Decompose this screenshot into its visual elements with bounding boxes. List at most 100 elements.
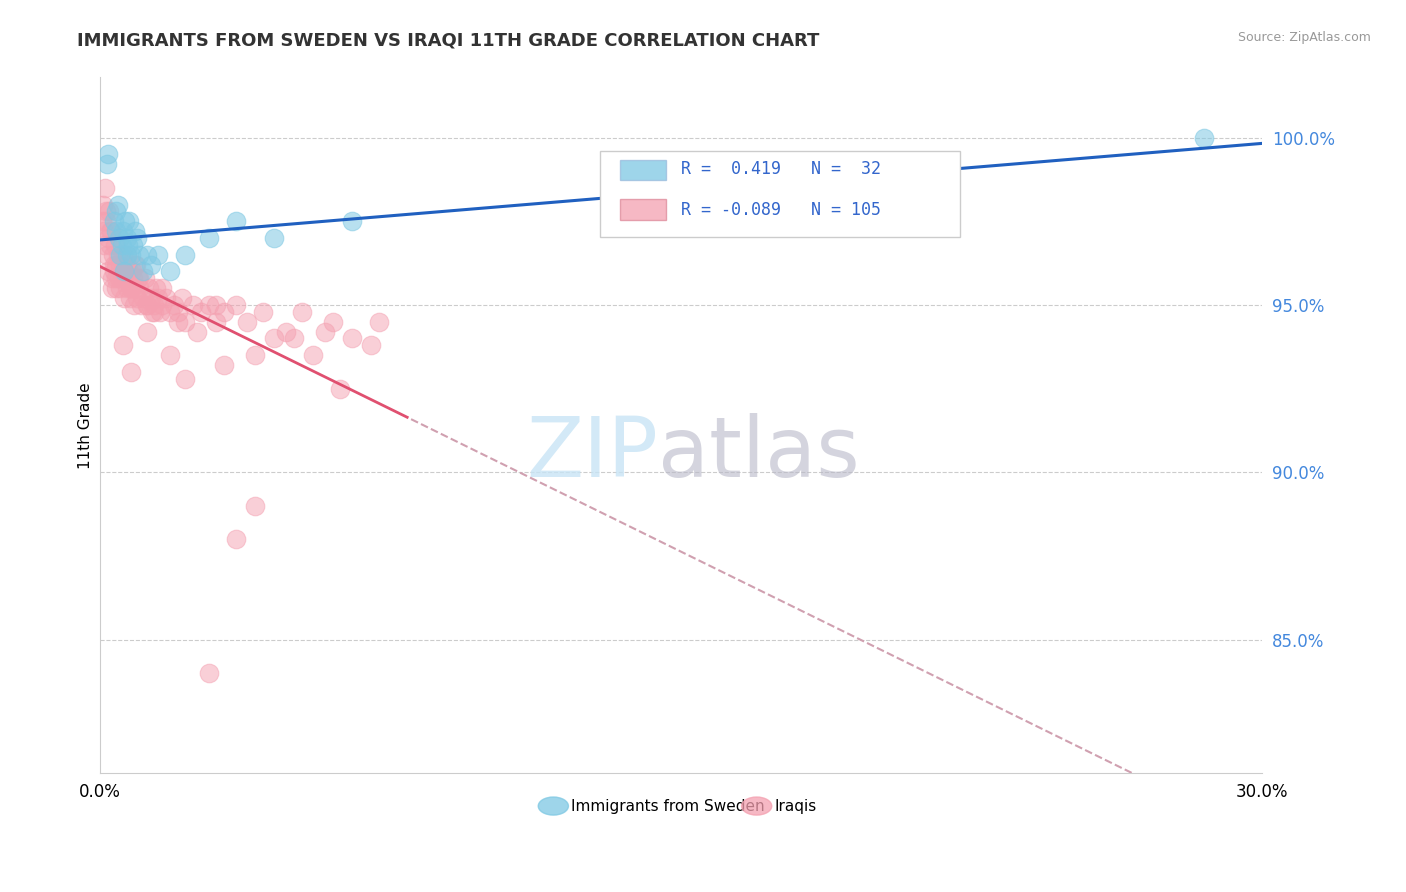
Text: Immigrants from Sweden: Immigrants from Sweden bbox=[571, 798, 765, 814]
Point bbox=[360, 338, 382, 352]
Point bbox=[143, 298, 166, 312]
Point bbox=[103, 258, 125, 272]
Point bbox=[108, 258, 131, 272]
Circle shape bbox=[741, 797, 772, 815]
Point bbox=[243, 499, 266, 513]
Point bbox=[105, 224, 128, 238]
Point bbox=[225, 532, 247, 546]
Point bbox=[114, 271, 136, 285]
Point bbox=[368, 315, 391, 329]
Point bbox=[163, 298, 186, 312]
Point bbox=[159, 348, 181, 362]
Point bbox=[212, 358, 235, 372]
Point bbox=[197, 298, 219, 312]
Point bbox=[94, 204, 117, 219]
Point bbox=[134, 271, 156, 285]
Point bbox=[112, 338, 135, 352]
Point bbox=[166, 315, 188, 329]
Point bbox=[129, 298, 152, 312]
Text: R =  0.419   N =  32: R = 0.419 N = 32 bbox=[681, 161, 882, 178]
Point bbox=[108, 248, 131, 262]
Point bbox=[174, 315, 197, 329]
Point bbox=[96, 157, 118, 171]
Point bbox=[322, 315, 344, 329]
Point bbox=[135, 325, 157, 339]
Point bbox=[143, 304, 166, 318]
Point bbox=[128, 271, 150, 285]
Point bbox=[101, 271, 124, 285]
Point bbox=[120, 291, 142, 305]
Point bbox=[107, 248, 129, 262]
Point bbox=[117, 281, 139, 295]
Point bbox=[120, 281, 142, 295]
Text: IMMIGRANTS FROM SWEDEN VS IRAQI 11TH GRADE CORRELATION CHART: IMMIGRANTS FROM SWEDEN VS IRAQI 11TH GRA… bbox=[77, 31, 820, 49]
Point bbox=[114, 214, 136, 228]
Point bbox=[166, 304, 188, 318]
Point bbox=[236, 315, 259, 329]
Point bbox=[98, 237, 121, 252]
Point bbox=[103, 264, 125, 278]
Point bbox=[117, 248, 139, 262]
Point bbox=[124, 224, 146, 238]
Point bbox=[112, 248, 135, 262]
Point bbox=[107, 231, 129, 245]
Point bbox=[159, 264, 181, 278]
Point bbox=[205, 298, 228, 312]
Point bbox=[252, 304, 274, 318]
Point bbox=[112, 291, 135, 305]
Point bbox=[125, 291, 148, 305]
Point bbox=[263, 231, 285, 245]
Point bbox=[124, 281, 146, 295]
Point bbox=[302, 348, 325, 362]
Point bbox=[110, 237, 132, 252]
Point bbox=[112, 264, 135, 278]
Point bbox=[97, 264, 120, 278]
Point bbox=[314, 325, 336, 339]
Point bbox=[197, 231, 219, 245]
Point bbox=[149, 304, 172, 318]
Point bbox=[243, 348, 266, 362]
Point bbox=[122, 271, 145, 285]
Point bbox=[100, 224, 122, 238]
Point bbox=[104, 237, 127, 252]
Point bbox=[225, 298, 247, 312]
Point bbox=[94, 214, 117, 228]
Point bbox=[283, 331, 305, 345]
Point bbox=[274, 325, 297, 339]
Point bbox=[329, 382, 352, 396]
Point bbox=[155, 291, 177, 305]
Point bbox=[139, 258, 162, 272]
Point bbox=[138, 281, 160, 295]
Point bbox=[120, 365, 142, 379]
Bar bbox=[620, 199, 666, 220]
Point bbox=[135, 298, 157, 312]
Point bbox=[124, 258, 146, 272]
Circle shape bbox=[538, 797, 568, 815]
Text: ZIP: ZIP bbox=[526, 413, 658, 494]
Point bbox=[197, 665, 219, 680]
Point bbox=[125, 258, 148, 272]
FancyBboxPatch shape bbox=[600, 151, 960, 237]
Point bbox=[108, 231, 131, 245]
Point bbox=[170, 291, 193, 305]
Point bbox=[122, 237, 145, 252]
Text: Source: ZipAtlas.com: Source: ZipAtlas.com bbox=[1237, 31, 1371, 45]
Point bbox=[148, 248, 170, 262]
Point bbox=[91, 214, 114, 228]
Point bbox=[118, 264, 141, 278]
Point bbox=[190, 304, 212, 318]
Point bbox=[104, 271, 127, 285]
Point bbox=[91, 197, 114, 211]
Point bbox=[148, 291, 170, 305]
Point bbox=[101, 248, 124, 262]
Point bbox=[115, 248, 138, 262]
Point bbox=[141, 304, 163, 318]
Point bbox=[145, 281, 167, 295]
Point bbox=[93, 224, 115, 238]
Point bbox=[117, 231, 139, 245]
Point bbox=[132, 264, 155, 278]
Point bbox=[104, 281, 127, 295]
Point bbox=[340, 214, 363, 228]
Point bbox=[110, 281, 132, 295]
Point bbox=[159, 304, 181, 318]
